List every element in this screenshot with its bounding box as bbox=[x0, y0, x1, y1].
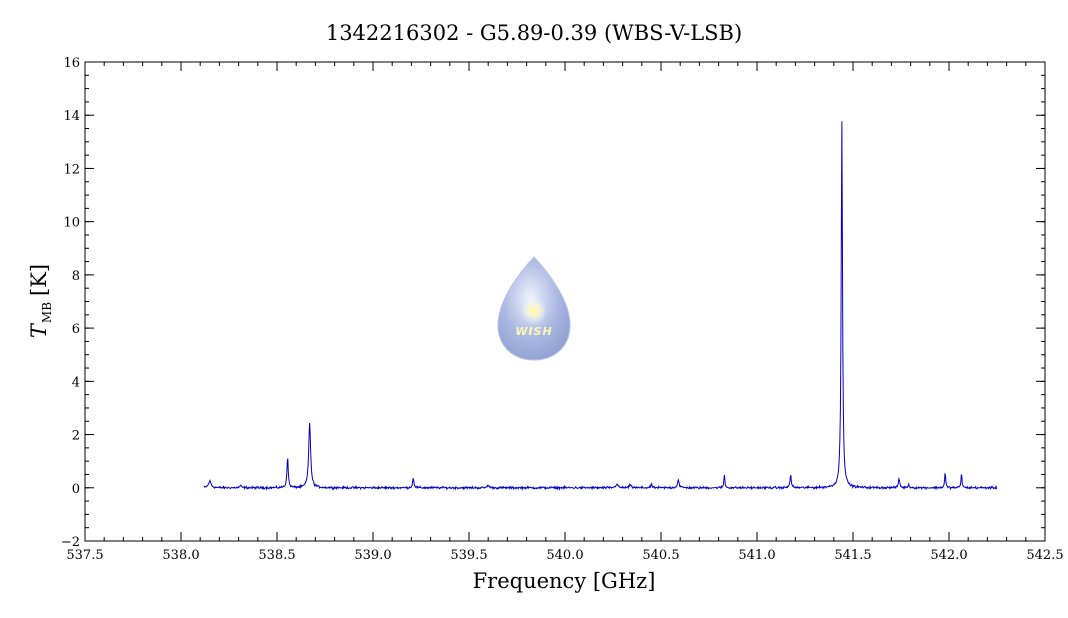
svg-text:TMB[K]: TMB [K] bbox=[27, 264, 54, 338]
x-tick-labels: 537.5 538.0 538.5 539.0 539.5 540.0 540.5 541.0… bbox=[66, 548, 1063, 563]
wish-logo: WISH bbox=[497, 256, 571, 361]
x-tick-label: 537.5 bbox=[66, 548, 103, 563]
y-tick-label: 12 bbox=[63, 162, 80, 177]
y-tick-label: 4 bbox=[72, 375, 80, 390]
spectrum-line bbox=[203, 121, 998, 492]
axis-ticks bbox=[84, 61, 1046, 542]
y-tick-label: 14 bbox=[63, 109, 80, 124]
x-tick-label: 540.0 bbox=[546, 548, 583, 563]
y-axis-label-main: T bbox=[27, 322, 51, 338]
y-tick-label: 0 bbox=[72, 482, 80, 497]
x-tick-label: 541.0 bbox=[738, 548, 775, 563]
x-tick-label: 542.0 bbox=[930, 548, 967, 563]
y-tick-label: 16 bbox=[63, 56, 80, 71]
y-axis-label-unit: [K] bbox=[27, 264, 51, 296]
y-tick-labels: −2 0 2 4 6 8 10 12 14 16 bbox=[61, 56, 80, 550]
logo-text: WISH bbox=[515, 325, 552, 338]
x-axis-label: Frequency [GHz] bbox=[473, 569, 656, 593]
y-tick-label: 6 bbox=[72, 322, 80, 337]
star-icon bbox=[525, 302, 543, 320]
y-tick-label: 2 bbox=[72, 429, 80, 444]
y-tick-label: 8 bbox=[72, 269, 80, 284]
x-tick-label: 538.0 bbox=[162, 548, 199, 563]
x-tick-label: 538.5 bbox=[258, 548, 295, 563]
x-tick-label: 541.5 bbox=[834, 548, 871, 563]
x-tick-label: 542.5 bbox=[1026, 548, 1063, 563]
chart-title: 1342216302 - G5.89-0.39 (WBS-V-LSB) bbox=[326, 21, 742, 45]
y-tick-label: 10 bbox=[63, 216, 80, 231]
y-axis-label: TMB [K] bbox=[27, 264, 54, 338]
x-tick-label: 539.5 bbox=[450, 548, 487, 563]
x-tick-label: 540.5 bbox=[642, 548, 679, 563]
y-tick-label: −2 bbox=[61, 535, 80, 550]
x-tick-label: 539.0 bbox=[354, 548, 391, 563]
y-axis-label-sub: MB bbox=[40, 302, 54, 323]
